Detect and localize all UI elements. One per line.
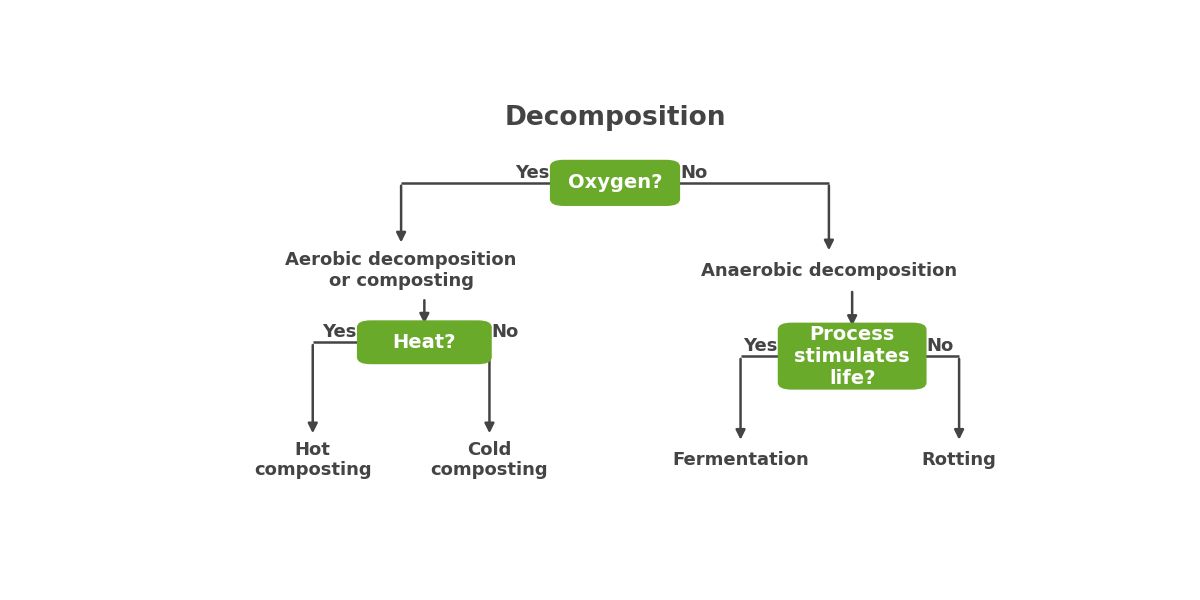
Text: No: No <box>680 164 707 182</box>
Text: Oxygen?: Oxygen? <box>568 173 662 193</box>
Text: Rotting: Rotting <box>922 451 996 469</box>
Text: No: No <box>926 337 954 355</box>
Text: Hot
composting: Hot composting <box>254 440 372 479</box>
Text: Aerobic decomposition
or composting: Aerobic decomposition or composting <box>286 251 517 290</box>
Text: Fermentation: Fermentation <box>672 451 809 469</box>
Text: Anaerobic decomposition: Anaerobic decomposition <box>701 262 956 280</box>
Text: Process
stimulates
life?: Process stimulates life? <box>794 325 910 388</box>
Text: No: No <box>492 323 520 341</box>
Text: Heat?: Heat? <box>392 333 456 352</box>
Text: Yes: Yes <box>516 164 550 182</box>
FancyBboxPatch shape <box>778 323 926 389</box>
Text: Yes: Yes <box>323 323 356 341</box>
Text: Cold
composting: Cold composting <box>431 440 548 479</box>
FancyBboxPatch shape <box>550 160 680 206</box>
FancyBboxPatch shape <box>356 320 492 364</box>
Text: Yes: Yes <box>743 337 778 355</box>
Text: Decomposition: Decomposition <box>504 105 726 131</box>
